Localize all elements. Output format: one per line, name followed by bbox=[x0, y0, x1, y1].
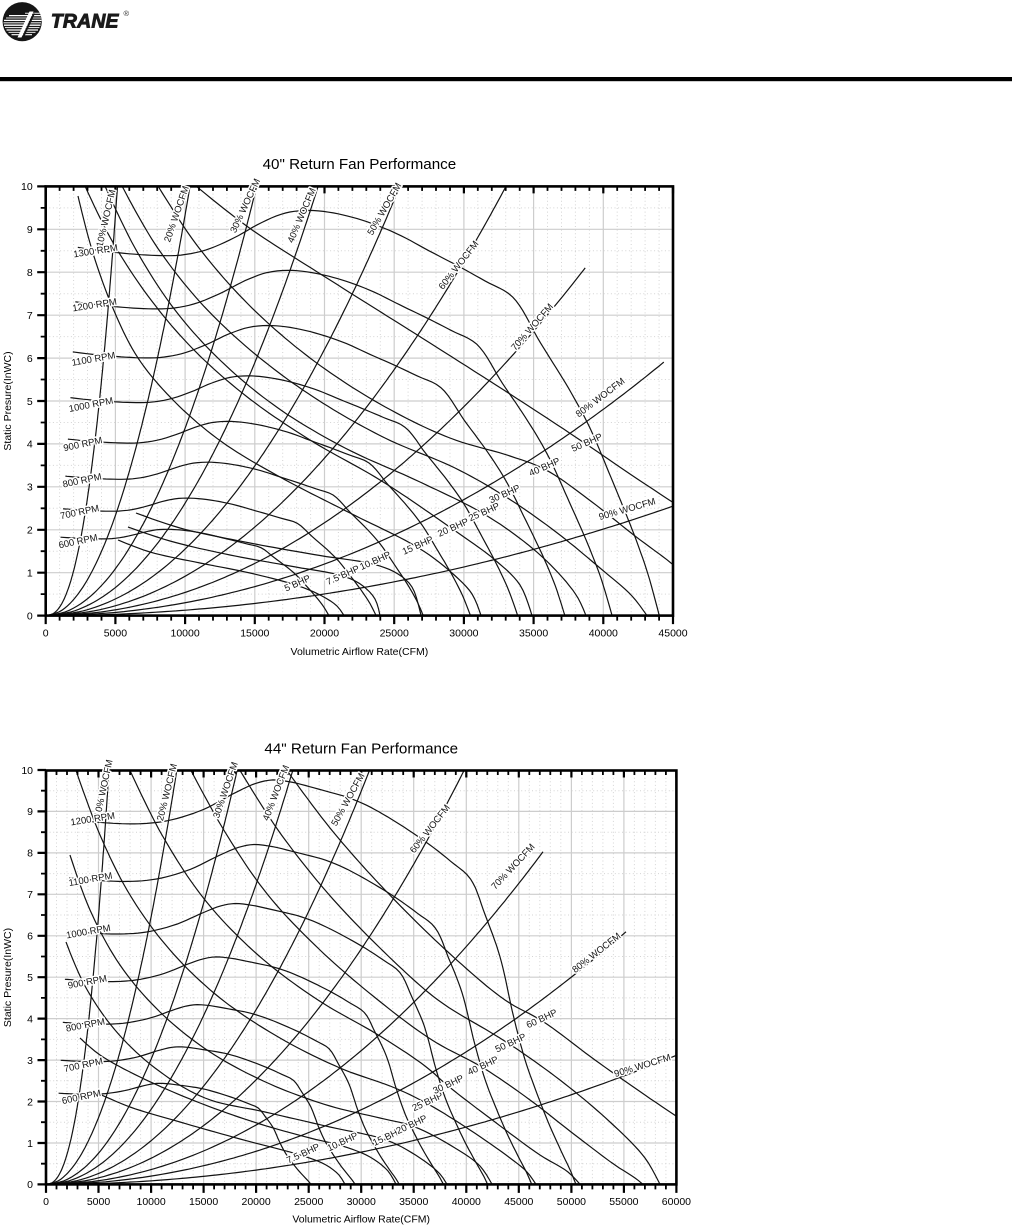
svg-text:10000: 10000 bbox=[136, 1196, 165, 1208]
svg-text:35000: 35000 bbox=[519, 627, 548, 639]
svg-text:0: 0 bbox=[27, 1179, 33, 1191]
svg-text:25000: 25000 bbox=[294, 1196, 323, 1208]
svg-text:10: 10 bbox=[21, 181, 33, 193]
svg-text:TRANE: TRANE bbox=[51, 11, 120, 33]
svg-text:15000: 15000 bbox=[189, 1196, 218, 1208]
svg-text:5: 5 bbox=[27, 396, 33, 408]
svg-text:0: 0 bbox=[27, 610, 33, 622]
svg-text:Static Presure(InWC): Static Presure(InWC) bbox=[2, 351, 14, 450]
svg-text:25000: 25000 bbox=[380, 627, 409, 639]
svg-text:10000: 10000 bbox=[170, 627, 199, 639]
svg-text:9: 9 bbox=[27, 224, 33, 236]
svg-text:45000: 45000 bbox=[658, 627, 687, 639]
svg-text:Volumetric Airflow Rate(CFM): Volumetric Airflow Rate(CFM) bbox=[291, 646, 429, 658]
svg-text:50000: 50000 bbox=[557, 1196, 586, 1208]
svg-text:60000: 60000 bbox=[662, 1196, 691, 1208]
svg-text:Volumetric Airflow Rate(CFM): Volumetric Airflow Rate(CFM) bbox=[292, 1213, 430, 1225]
svg-text:Static Presure(InWC): Static Presure(InWC) bbox=[2, 928, 14, 1027]
svg-text:2: 2 bbox=[27, 1096, 33, 1108]
svg-text:3: 3 bbox=[27, 1055, 33, 1067]
svg-text:7: 7 bbox=[27, 310, 33, 322]
svg-text:5000: 5000 bbox=[104, 627, 128, 639]
svg-text:10: 10 bbox=[21, 765, 33, 777]
svg-text:4: 4 bbox=[27, 1013, 33, 1025]
svg-text:8: 8 bbox=[27, 848, 33, 860]
svg-text:3: 3 bbox=[27, 482, 33, 494]
svg-text:20000: 20000 bbox=[241, 1196, 270, 1208]
svg-text:45000: 45000 bbox=[504, 1196, 533, 1208]
svg-text:2: 2 bbox=[27, 525, 33, 537]
svg-text:9: 9 bbox=[27, 806, 33, 818]
svg-text:55000: 55000 bbox=[609, 1196, 638, 1208]
svg-text:6: 6 bbox=[27, 931, 33, 943]
svg-text:44" Return Fan Performance: 44" Return Fan Performance bbox=[264, 741, 458, 758]
svg-text:40000: 40000 bbox=[452, 1196, 481, 1208]
svg-text:35000: 35000 bbox=[399, 1196, 428, 1208]
svg-text:20000: 20000 bbox=[310, 627, 339, 639]
svg-text:15000: 15000 bbox=[240, 627, 269, 639]
svg-text:5: 5 bbox=[27, 972, 33, 984]
svg-text:1: 1 bbox=[27, 568, 33, 580]
svg-text:6: 6 bbox=[27, 353, 33, 365]
svg-text:4: 4 bbox=[27, 439, 33, 451]
svg-text:30000: 30000 bbox=[347, 1196, 376, 1208]
svg-text:1: 1 bbox=[27, 1138, 33, 1150]
svg-text:40" Return Fan Performance: 40" Return Fan Performance bbox=[263, 156, 457, 173]
svg-text:5000: 5000 bbox=[87, 1196, 111, 1208]
svg-text:®: ® bbox=[124, 9, 130, 18]
svg-text:0: 0 bbox=[43, 627, 49, 639]
svg-text:7: 7 bbox=[27, 889, 33, 901]
svg-text:0: 0 bbox=[43, 1196, 49, 1208]
svg-text:8: 8 bbox=[27, 267, 33, 279]
svg-text:30000: 30000 bbox=[449, 627, 478, 639]
svg-text:40000: 40000 bbox=[589, 627, 618, 639]
